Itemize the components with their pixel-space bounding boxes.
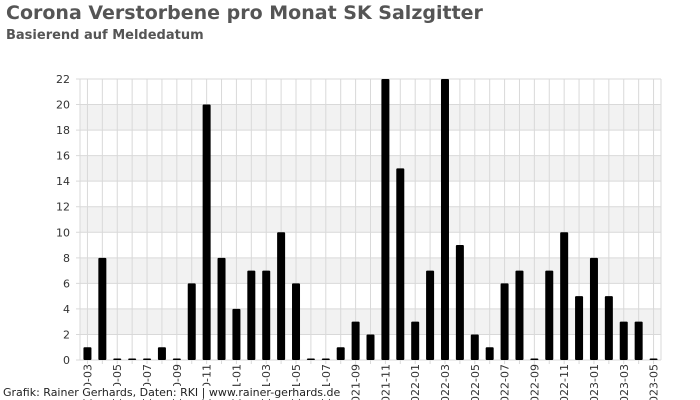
- bar: 2021-10: 2: [366, 334, 375, 360]
- bar: 2022-12: 5: [575, 296, 584, 360]
- bar: 2023-04: 3: [634, 321, 643, 360]
- bar: 2022-10: 7: [545, 270, 554, 360]
- x-tick-label: 2022-03: [439, 364, 452, 400]
- x-tick-label: 2023-01: [588, 364, 601, 400]
- bar: 2020-04: 8: [98, 257, 107, 360]
- bar: 2021-01: 4: [232, 308, 241, 360]
- y-tick-label: 10: [56, 226, 70, 239]
- bar: 2022-02: 7: [426, 270, 435, 360]
- bar: 2022-03: 22: [440, 79, 449, 360]
- y-axis-ticks: 0 2 4 6 8 10 12 14 16 18 20 22: [56, 73, 70, 367]
- bar: 2021-05: 6: [292, 283, 301, 360]
- bar: 2020-09: 0: [172, 358, 181, 360]
- y-tick-label: 4: [63, 303, 70, 316]
- bar: 2022-11: 10: [560, 232, 569, 360]
- y-tick-label: 20: [56, 99, 70, 112]
- bar: 2020-12: 8: [217, 257, 226, 360]
- x-tick-label: 2021-09: [350, 364, 363, 400]
- y-tick-label: 0: [63, 354, 70, 367]
- x-tick-label: 2023-05: [648, 364, 661, 400]
- bar: 2020-03: 1: [83, 347, 92, 360]
- bar: 2023-02: 5: [604, 296, 613, 360]
- y-tick-label: 22: [56, 73, 70, 86]
- x-tick-label: 2022-01: [409, 364, 422, 400]
- bar: 2021-02: 7: [247, 270, 256, 360]
- bar: 2021-08: 1: [336, 347, 345, 360]
- bars: 2020-03: 1 2020-04: 8 2020-05: 0 2020-06: 0…: [83, 79, 658, 360]
- bar: 2021-03: 7: [262, 270, 271, 360]
- bar: 2022-06: 1: [485, 347, 494, 360]
- x-tick-label: 2023-03: [618, 364, 631, 400]
- x-tick-label: 2022-07: [499, 364, 512, 400]
- bar: 2021-06: 0: [306, 358, 315, 360]
- bar: 2022-09: 0: [530, 358, 539, 360]
- bar: 2022-04: 9: [455, 245, 464, 360]
- x-tick-label: 2022-11: [558, 364, 571, 400]
- chart-footer: Grafik: Rainer Gerhards, Daten: RKI | ww…: [3, 386, 343, 399]
- chart-subtitle: Basierend auf Meldedatum: [6, 28, 204, 43]
- y-tick-label: 18: [56, 124, 70, 137]
- x-tick-label: 2022-09: [528, 364, 541, 400]
- bar: 2023-05: 0: [649, 358, 658, 360]
- bar: 2020-11: 20: [202, 104, 211, 360]
- y-tick-label: 12: [56, 201, 70, 214]
- x-tick-label: 2021-11: [379, 364, 392, 400]
- bar: 2022-08: 7: [515, 270, 524, 360]
- bar: 2021-07: 0: [321, 358, 330, 360]
- bar: 2020-07: 0: [143, 358, 152, 360]
- bar: 2022-07: 6: [500, 283, 509, 360]
- bar: 2022-05: 2: [470, 334, 479, 360]
- bar: 2020-05: 0: [113, 358, 122, 360]
- y-tick-label: 14: [56, 175, 70, 188]
- bar: 2020-08: 1: [157, 347, 166, 360]
- chart-title: Corona Verstorbene pro Monat SK Salzgitt…: [6, 2, 483, 24]
- bar: 2021-12: 15: [396, 168, 405, 360]
- y-tick-label: 2: [63, 328, 70, 341]
- bar: 2021-09: 3: [351, 321, 360, 360]
- bar: 2021-11: 22: [381, 79, 390, 360]
- y-tick-label: 8: [63, 252, 70, 265]
- bar: 2023-03: 3: [619, 321, 628, 360]
- bar: 2022-01: 3: [411, 321, 420, 360]
- bar: 2021-04: 10: [277, 232, 286, 360]
- bar: 2020-06: 0: [128, 358, 137, 360]
- y-tick-label: 6: [63, 277, 70, 290]
- bar: 2020-10: 6: [187, 283, 196, 360]
- y-tick-label: 16: [56, 150, 70, 163]
- bar: 2023-01: 8: [589, 257, 598, 360]
- x-tick-label: 2022-05: [469, 364, 482, 400]
